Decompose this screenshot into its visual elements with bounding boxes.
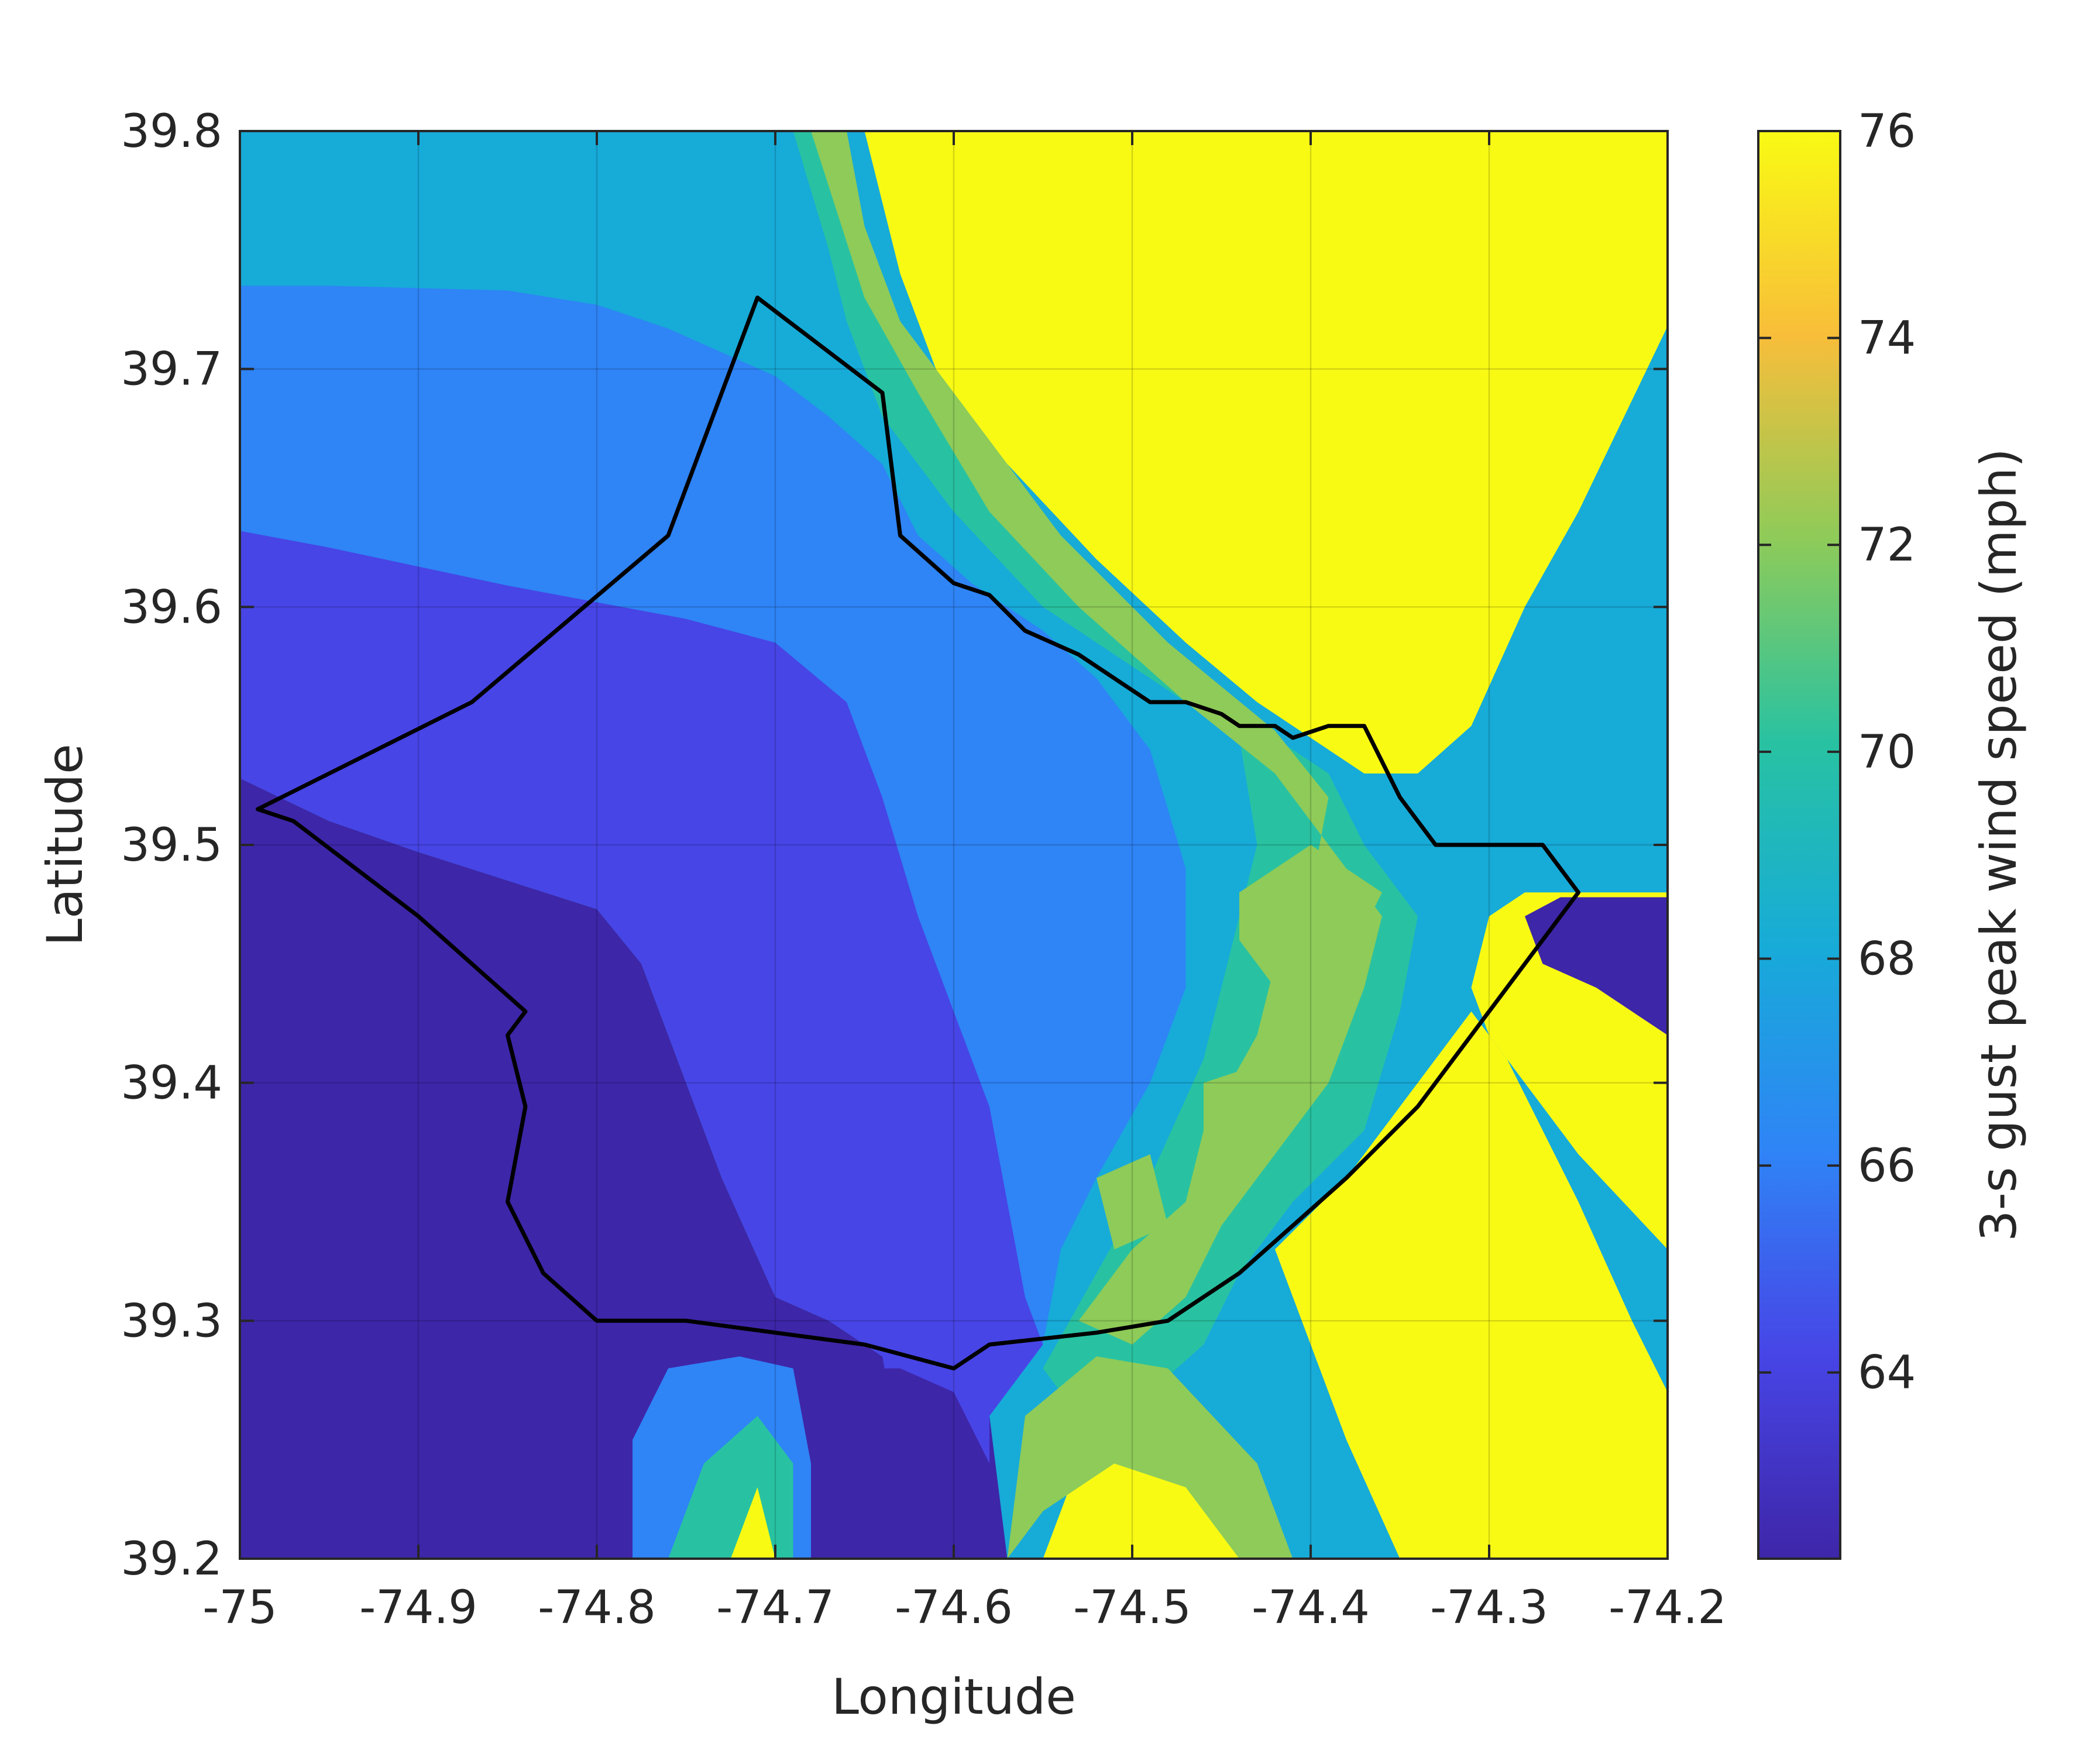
contour-fill-layer — [240, 131, 1668, 1559]
colorbar-gradient — [1757, 130, 1841, 1560]
x-tick-label-3: -74.7 — [716, 1582, 834, 1634]
x-tick-label-1: -74.9 — [359, 1582, 477, 1634]
municipal-boundaries — [256, 295, 1580, 1371]
contour-region-12 — [811, 1368, 989, 1559]
contour-region-1 — [240, 531, 1043, 1559]
x-tick-label-8: -74.2 — [1608, 1582, 1727, 1634]
contour-region-11 — [1007, 1356, 1293, 1559]
colorbar-tick-label-3: 70 — [1858, 726, 1916, 779]
y-tick-label-2: 39.4 — [121, 1057, 222, 1110]
boundary-0 — [256, 295, 1580, 1371]
colorbar-tick-label-6: 76 — [1858, 105, 1916, 158]
x-tick-label-0: -75 — [202, 1582, 277, 1634]
x-tick-label-5: -74.5 — [1073, 1582, 1191, 1634]
contour-region-17 — [1204, 1059, 1311, 1154]
colorbar-tick-label-1: 66 — [1858, 1140, 1916, 1192]
contour-region-6 — [864, 131, 1668, 773]
heatmap — [239, 130, 1669, 1560]
x-tick-label-2: -74.8 — [538, 1582, 656, 1634]
y-tick-label-4: 39.6 — [121, 581, 222, 634]
x-tick-label-7: -74.3 — [1430, 1582, 1548, 1634]
contour-region-3 — [240, 131, 1293, 1393]
contour-region-5 — [811, 131, 1382, 1345]
y-tick-label-6: 39.8 — [121, 105, 222, 158]
colorbar-tick-label-0: 64 — [1858, 1347, 1916, 1400]
x-tick-label-4: -74.6 — [895, 1582, 1013, 1634]
colorbar-tick-label-5: 74 — [1858, 312, 1916, 365]
contour-region-8 — [1275, 1011, 1668, 1559]
colorbar-tick-label-2: 68 — [1858, 933, 1916, 985]
y-tick-label-0: 39.2 — [121, 1533, 222, 1586]
contour-region-15 — [730, 1487, 775, 1559]
colorbar-label: 3-s gust peak wind speed (mph) — [1970, 448, 2027, 1242]
contour-region-0 — [240, 778, 1008, 1559]
contour-region-2 — [240, 286, 1186, 1345]
y-axis-label: Latitude — [36, 744, 94, 946]
contour-region-9 — [1525, 897, 1668, 1036]
y-tick-label-5: 39.7 — [121, 343, 222, 396]
y-tick-label-1: 39.3 — [121, 1295, 222, 1347]
x-axis-label: Longitude — [831, 1668, 1076, 1725]
y-tick-label-3: 39.5 — [121, 819, 222, 872]
colorbar-tick-label-4: 72 — [1858, 519, 1916, 572]
x-axis-ticks: -75 -74.9 -74.8 -74.7 -74.6 -74.5 -74.4 -74.3 -7… — [202, 131, 1727, 1634]
contour-region-18 — [1097, 1154, 1168, 1250]
x-tick-label-6: -74.4 — [1252, 1582, 1370, 1634]
y-axis-ticks: 39.2 39.3 39.4 39.5 39.6 39.7 39.8 — [121, 105, 1668, 1586]
contour-region-16 — [1239, 845, 1382, 988]
colorbar: 64 66 68 70 72 74 76 3-s gust peak wind speed … — [1757, 105, 2027, 1560]
colorbar-ticks: 64 66 68 70 72 74 76 — [1758, 105, 1916, 1400]
